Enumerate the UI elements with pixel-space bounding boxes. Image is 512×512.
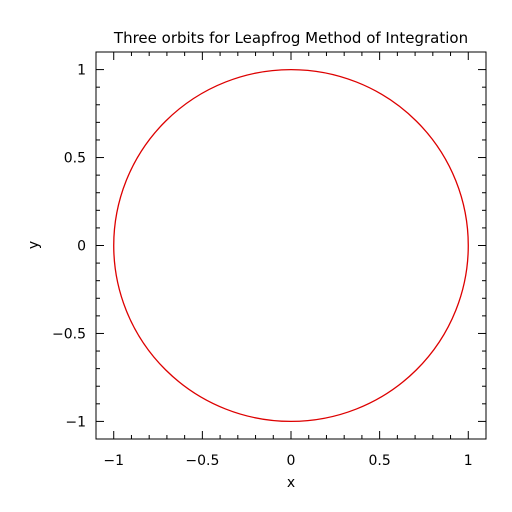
axis-ticks [95, 51, 487, 440]
x-axis-title: x [287, 475, 295, 491]
x-tick-label: −0.5 [185, 453, 219, 469]
series-layer [113, 68, 469, 423]
y-tick-label: 1 [77, 63, 86, 79]
y-tick-label: 0 [77, 239, 86, 255]
orbit-line-1 [113, 68, 469, 423]
x-tick-label: −1 [103, 453, 124, 469]
y-tick-label: −1 [65, 414, 86, 430]
y-axis-title: y [26, 241, 42, 249]
chart-title: Three orbits for Leapfrog Method of Inte… [113, 29, 468, 47]
x-tick-label: 1 [464, 453, 473, 469]
x-tick-label: 0.5 [369, 453, 391, 469]
y-tick-label: −0.5 [52, 326, 86, 342]
plot-frame [95, 51, 487, 440]
x-tick-label: 0 [287, 453, 296, 469]
y-tick-label: 0.5 [64, 151, 86, 167]
tick-labels: −1 −0.5 0 0.5 1 −1 −0.5 0 0.5 1 [52, 63, 473, 469]
